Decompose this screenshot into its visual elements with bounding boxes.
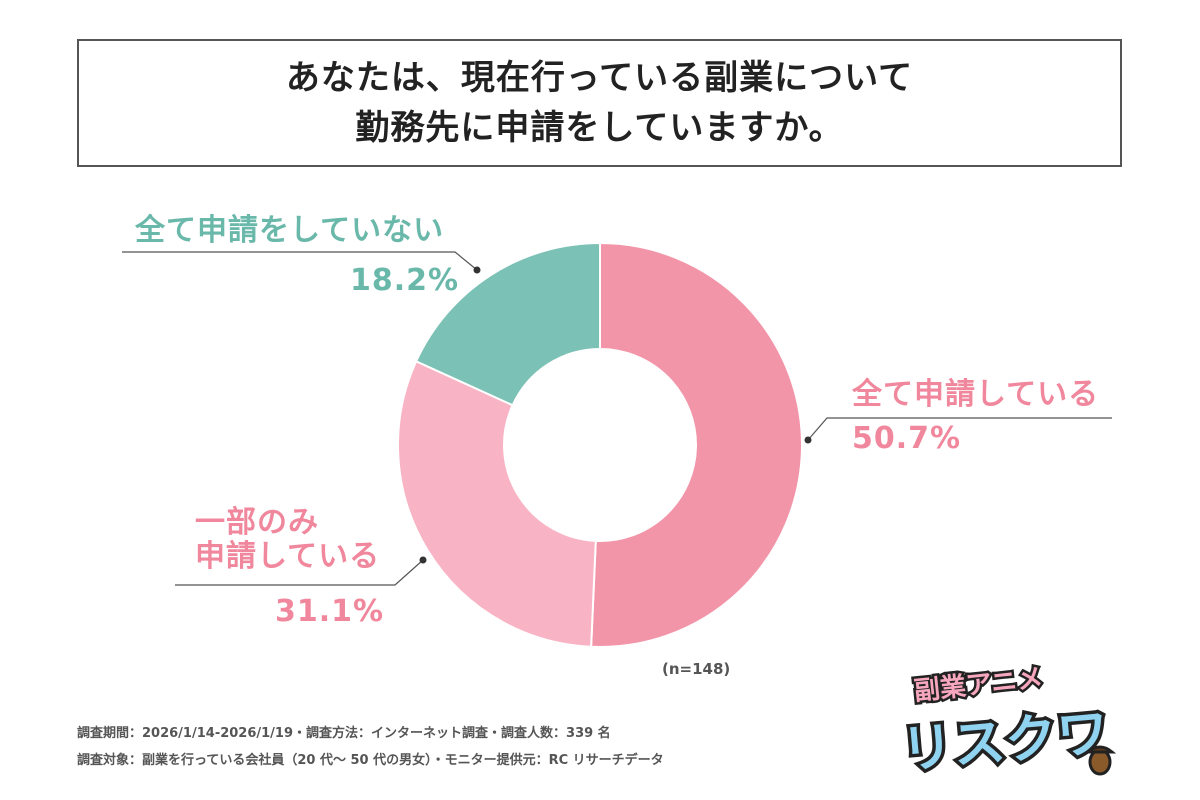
label-all-applied-value: 50.7% — [852, 421, 962, 456]
label-all-applied-name: 全て申請している — [852, 377, 1100, 412]
chart-title-line-2: 勤務先に申請をしていますか。 — [355, 108, 844, 148]
logo-main-text: リスクワ — [899, 703, 1111, 781]
label-not-applied-value: 18.2% — [350, 263, 460, 298]
leader-partly-applied — [175, 559, 424, 586]
label-partly-applied: 一部のみ 申請している 31.1% — [195, 505, 385, 630]
footnote-survey-info: 調査期間：2026/1/14-2026/1/19・調査方法：インターネット調査・… — [77, 726, 611, 741]
leader-partly-applied-dot — [419, 556, 427, 564]
label-partly-applied-value: 31.1% — [275, 594, 385, 629]
leader-all-applied-dot — [804, 436, 812, 444]
brand-logo: 副業アニメ リスクワ — [895, 661, 1117, 784]
slice-partly-applied — [397, 359, 597, 648]
leader-not-applied — [122, 251, 478, 271]
label-not-applied-name: 全て申請をしていない — [135, 213, 445, 248]
slice-not-applied — [414, 241, 601, 407]
leader-all-applied — [807, 417, 1112, 441]
title-box: あなたは、現在行っている副業について 勤務先に申請をしていますか。 — [77, 39, 1122, 167]
label-partly-applied-name-1: 一部のみ — [195, 505, 319, 540]
sample-size: (n=148) — [662, 660, 731, 678]
label-not-applied: 全て申請をしていない 18.2% — [135, 205, 459, 298]
footnote-survey-target: 調査対象：副業を行っている会社員（20 代～ 50 代の男女）・モニター提供元：… — [77, 753, 664, 768]
slice-all-applied — [590, 241, 803, 648]
leader-not-applied-dot — [473, 266, 481, 274]
label-all-applied: 全て申請している 50.7% — [852, 369, 1099, 456]
label-partly-applied-name-2: 申請している — [195, 539, 381, 574]
chart-title-line-1: あなたは、現在行っている副業について — [285, 58, 914, 98]
acorn-icon — [1083, 745, 1117, 776]
logo-top-text: 副業アニメ — [913, 664, 1045, 707]
